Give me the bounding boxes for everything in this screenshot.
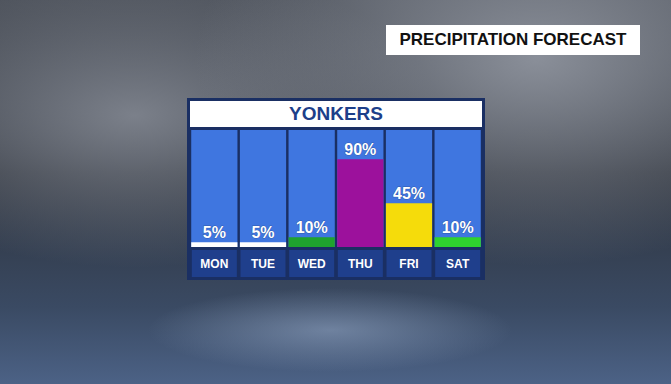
svg-text:5%: 5% [251, 224, 274, 241]
svg-text:10%: 10% [296, 219, 328, 236]
svg-text:MON: MON [200, 257, 228, 271]
svg-text:WED: WED [298, 257, 326, 271]
svg-text:45%: 45% [393, 185, 425, 202]
html-text:PRECIPITATION FORECAST: PRECIPITATION FORECAST [399, 30, 627, 49]
svg-text:THU: THU [348, 257, 373, 271]
svg-text:90%: 90% [344, 141, 376, 158]
svg-text:10%: 10% [442, 219, 474, 236]
svg-text:5%: 5% [203, 224, 226, 241]
html-text:YONKERS: YONKERS [289, 103, 383, 124]
svg-text:FRI: FRI [399, 257, 418, 271]
svg-text:TUE: TUE [251, 257, 275, 271]
svg-text:SAT: SAT [446, 257, 470, 271]
